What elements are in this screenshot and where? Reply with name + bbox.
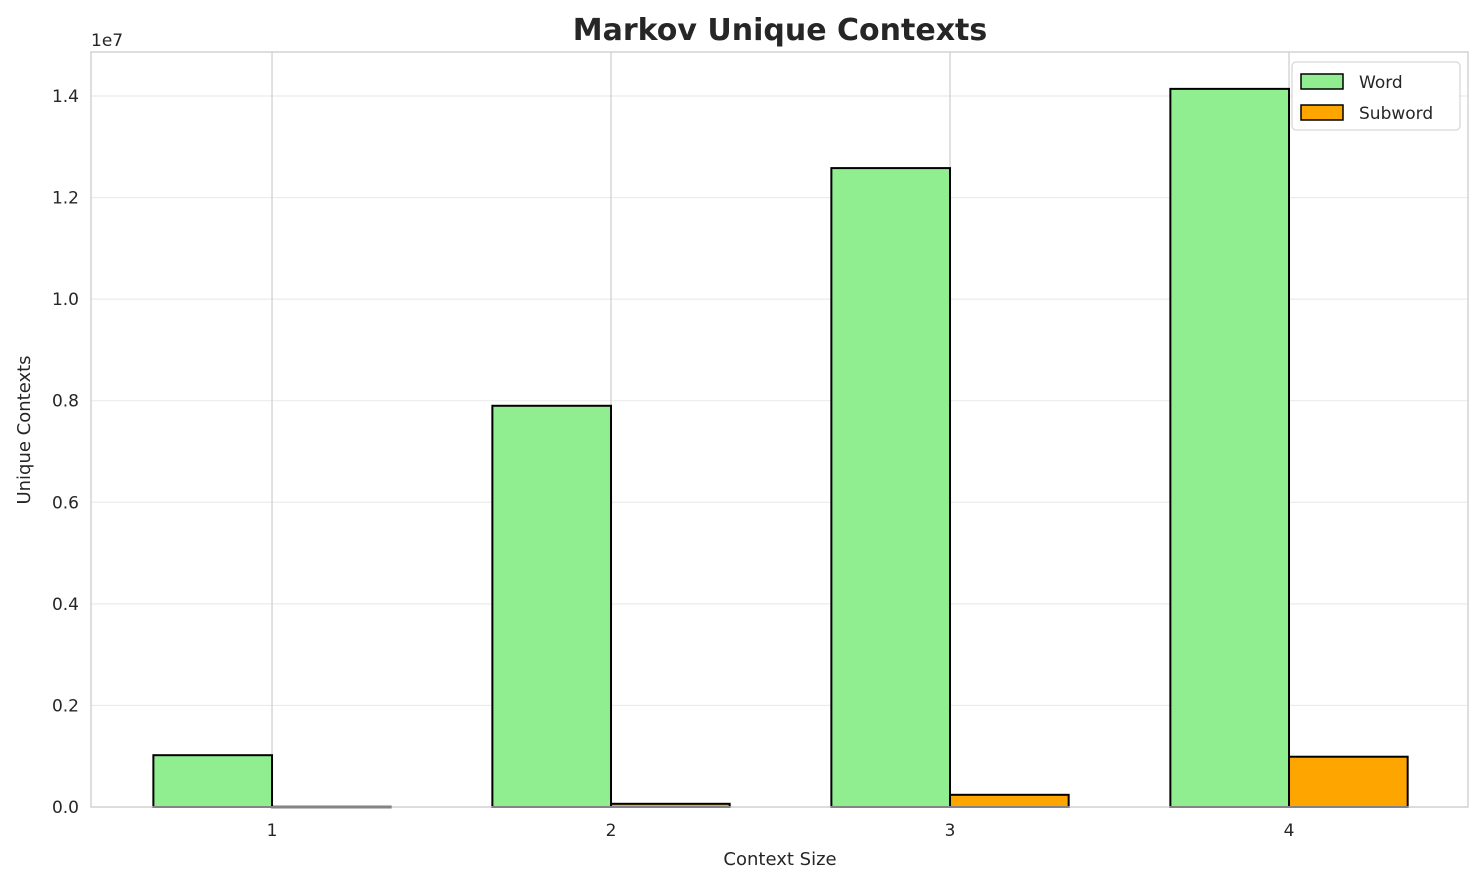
y-axis-label: Unique Contexts xyxy=(14,355,35,504)
y-tick-label: 1.0 xyxy=(52,290,79,310)
y-tick-label: 0.0 xyxy=(52,798,79,818)
bar-word-3 xyxy=(830,167,952,808)
y-offset-label: 1e7 xyxy=(91,31,123,51)
legend-label-word: Word xyxy=(1359,73,1403,93)
x-tick-label: 4 xyxy=(1284,821,1295,841)
x-axis-label: Context Size xyxy=(723,849,836,870)
legend-swatch-subword xyxy=(1300,104,1344,121)
legend-label-subword: Subword xyxy=(1359,104,1433,124)
y-tick-label: 0.8 xyxy=(52,392,79,412)
bar-subword-4 xyxy=(1288,755,1409,808)
x-tick-label: 3 xyxy=(945,821,956,841)
bar-word-4 xyxy=(1169,87,1291,808)
y-tick-label: 1.2 xyxy=(52,189,79,209)
y-tick-label: 0.6 xyxy=(52,493,79,513)
plot-frame xyxy=(90,51,1469,808)
x-tick-label: 2 xyxy=(606,821,617,841)
legend: Word Subword xyxy=(1291,61,1461,131)
chart-title: Markov Unique Contexts xyxy=(573,13,988,48)
legend-swatch-word xyxy=(1300,73,1344,90)
y-tick-label: 0.2 xyxy=(52,696,79,716)
y-tick-label: 0.4 xyxy=(52,595,79,615)
bar-word-2 xyxy=(491,404,613,808)
x-tick-label: 1 xyxy=(267,821,278,841)
bar-word-1 xyxy=(152,754,274,808)
bar-subword-3 xyxy=(949,793,1070,808)
y-tick-label: 1.4 xyxy=(52,87,79,107)
